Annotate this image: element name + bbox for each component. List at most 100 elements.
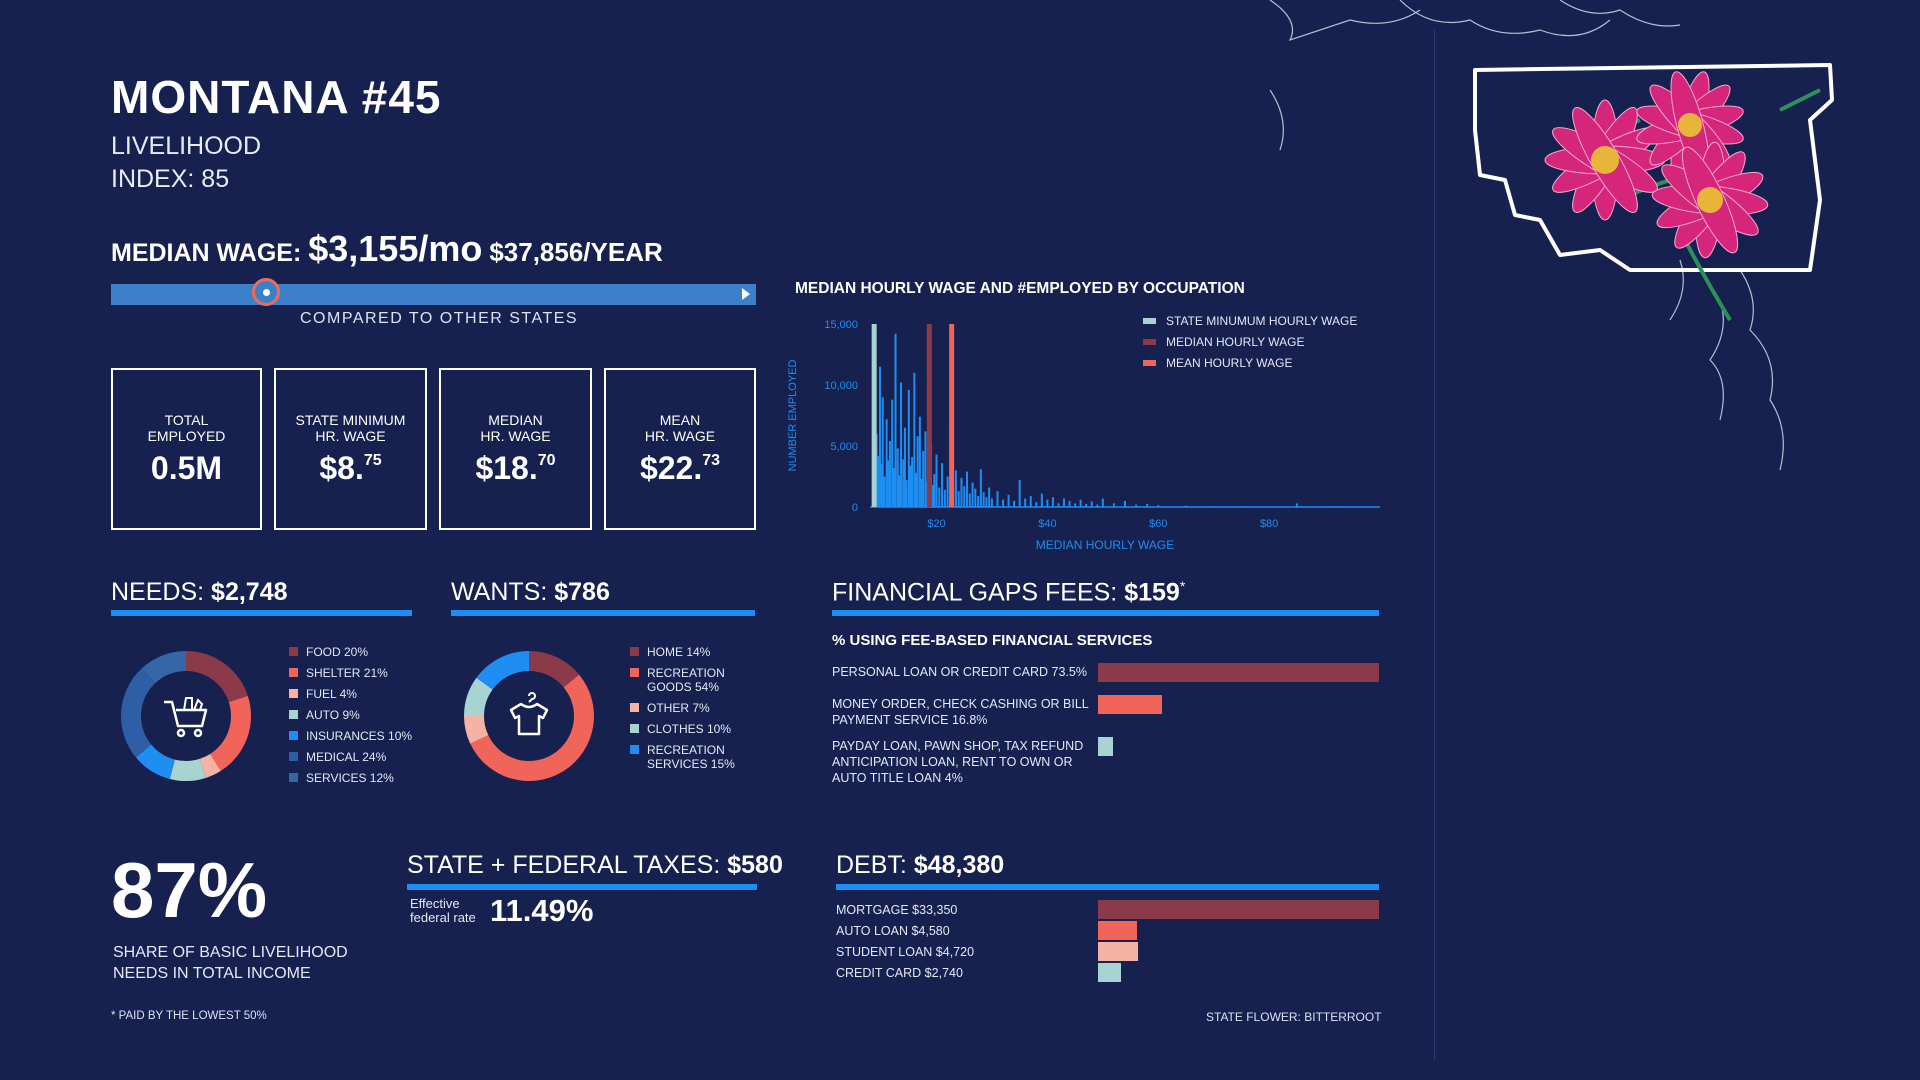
- legend-label: MEDICAL 24%: [306, 750, 387, 764]
- histogram-bar: [903, 427, 906, 507]
- reference-line: [949, 324, 955, 507]
- x-tick-label: $20: [927, 518, 945, 530]
- wage-histogram-chart: 0 5,000 10,000 15,000 $20 $40 $60 $80 MEDIAN HOU…: [787, 314, 1380, 552]
- histogram-bar: [1079, 499, 1082, 507]
- histogram-bar: [1157, 505, 1160, 507]
- needs-underline: [111, 610, 412, 616]
- stat-value: 0.5M: [150, 450, 223, 486]
- histogram-bar: [887, 460, 890, 507]
- histogram-bar: [1018, 480, 1021, 507]
- histogram-bar: [957, 491, 960, 507]
- histogram-bar: [946, 476, 949, 507]
- histogram-bar: [1096, 504, 1099, 507]
- legend-label: AUTO 9%: [306, 708, 360, 722]
- histogram-bar: [968, 493, 971, 507]
- histogram-bar: [1051, 497, 1054, 507]
- debt-bars: MORTGAGE $33,350 AUTO LOAN $4,580 STUDENT …: [836, 900, 1379, 992]
- debt-item-bar: [1098, 921, 1137, 940]
- histogram-bar: [1101, 498, 1104, 507]
- histogram-bar: [902, 459, 905, 507]
- legend-swatch: [1143, 318, 1156, 324]
- histogram-bar: [918, 416, 921, 507]
- histogram-bar: [877, 455, 880, 507]
- financial-item-bar: [1098, 695, 1163, 714]
- stat-state-minimum-wage: STATE MINIMUM HR. WAGE $8.75: [274, 368, 427, 530]
- histogram-bar: [883, 476, 886, 507]
- donut-slice: [464, 716, 489, 744]
- donut-slice: [464, 677, 493, 716]
- histogram-bar: [920, 478, 923, 507]
- needs-legend: FOOD 20% SHELTER 21% FUEL 4% AUTO 9% INSURAN…: [289, 645, 449, 792]
- y-tick-label: 0: [852, 502, 858, 514]
- histogram-bar: [990, 498, 993, 507]
- needs-donut-chart: [121, 651, 251, 781]
- needs-label: NEEDS:: [111, 578, 205, 606]
- state-comparison-bar: [111, 284, 756, 305]
- histogram-bar: [971, 482, 974, 507]
- debt-item-label: CREDIT CARD $2,740: [836, 966, 963, 980]
- state-rank-marker: [251, 278, 280, 306]
- histogram-bar: [1063, 498, 1066, 507]
- legend-label: FUEL 4%: [306, 687, 357, 701]
- financial-label: FINANCIAL GAPS FEES:: [832, 578, 1118, 607]
- legend-swatch: [1143, 360, 1156, 366]
- reference-line: [926, 324, 932, 507]
- histogram-bar: [979, 469, 982, 507]
- donut-slice: [476, 651, 529, 690]
- legend-label: RECREATION GOODS 54%: [647, 666, 725, 694]
- histogram-bar: [1013, 500, 1016, 507]
- y-tick-label: 15,000: [824, 319, 858, 331]
- stat-value: $8.75: [319, 450, 382, 486]
- financial-heading: FINANCIAL GAPS FEES: $159*: [832, 578, 1185, 607]
- legend-swatch: [630, 647, 639, 656]
- histogram-bar: [880, 464, 883, 507]
- histogram-bar: [935, 454, 938, 507]
- debt-heading: DEBT: $48,380: [836, 851, 1004, 880]
- donut-slice: [141, 651, 186, 684]
- subtitle-line1: LIVELIHOOD: [111, 132, 262, 160]
- financial-item-label: MONEY ORDER, CHECK CASHING OR BILL PAYME…: [832, 697, 1089, 727]
- legend-label: SHELTER 21%: [306, 666, 388, 680]
- donut-slice: [135, 744, 175, 779]
- histogram-bar: [891, 399, 894, 507]
- legend-item: RECREATION SERVICES 15%: [630, 743, 760, 771]
- legend-label: CLOTHES 10%: [647, 722, 732, 736]
- donut-slice: [470, 674, 594, 781]
- histogram-bar: [960, 477, 963, 507]
- wants-label: WANTS:: [451, 578, 548, 606]
- x-tick-label: $40: [1038, 518, 1056, 530]
- financial-bars: PERSONAL LOAN OR CREDIT CARD 73.5% MONEY …: [832, 663, 1379, 794]
- donut-slice: [169, 758, 207, 781]
- stat-value: $18.70: [475, 450, 556, 486]
- stat-label-line1: MEDIAN: [488, 412, 543, 428]
- histogram-bar: [988, 487, 991, 507]
- legend-swatch: [1143, 339, 1156, 345]
- debt-underline: [836, 884, 1379, 890]
- legend-swatch: [289, 689, 298, 698]
- histogram-bar: [982, 492, 985, 507]
- needs-heading: NEEDS: $2,748: [111, 578, 288, 607]
- stat-median-wage: MEDIAN HR. WAGE $18.70: [439, 368, 592, 530]
- legend-swatch: [289, 668, 298, 677]
- histogram-bar: [938, 487, 941, 507]
- histogram-bar: [954, 470, 957, 507]
- legend-item: FOOD 20%: [289, 645, 449, 659]
- donut-slice: [210, 695, 251, 771]
- financial-underline: [832, 610, 1379, 616]
- legend-item: OTHER 7%: [630, 701, 760, 715]
- median-wage-monthly: $3,155/mo: [308, 228, 483, 269]
- legend-label: FOOD 20%: [306, 645, 369, 659]
- histogram-bar: [1212, 506, 1215, 507]
- histogram-bar: [1245, 506, 1248, 507]
- subtitle-line2: INDEX: 85: [111, 165, 230, 193]
- shirt-icon: [509, 692, 549, 736]
- histogram-bar: [1295, 503, 1298, 507]
- histogram-bar: [1046, 499, 1049, 507]
- financial-value: $159: [1124, 578, 1180, 607]
- histogram-bar: [905, 480, 908, 507]
- debt-item-label: AUTO LOAN $4,580: [836, 924, 950, 938]
- livelihood-index: LIVELIHOOD INDEX: 85: [111, 130, 261, 196]
- median-wage-label: MEDIAN WAGE:: [111, 239, 302, 267]
- histogram-bar: [900, 382, 903, 507]
- histogram-bar: [977, 496, 980, 507]
